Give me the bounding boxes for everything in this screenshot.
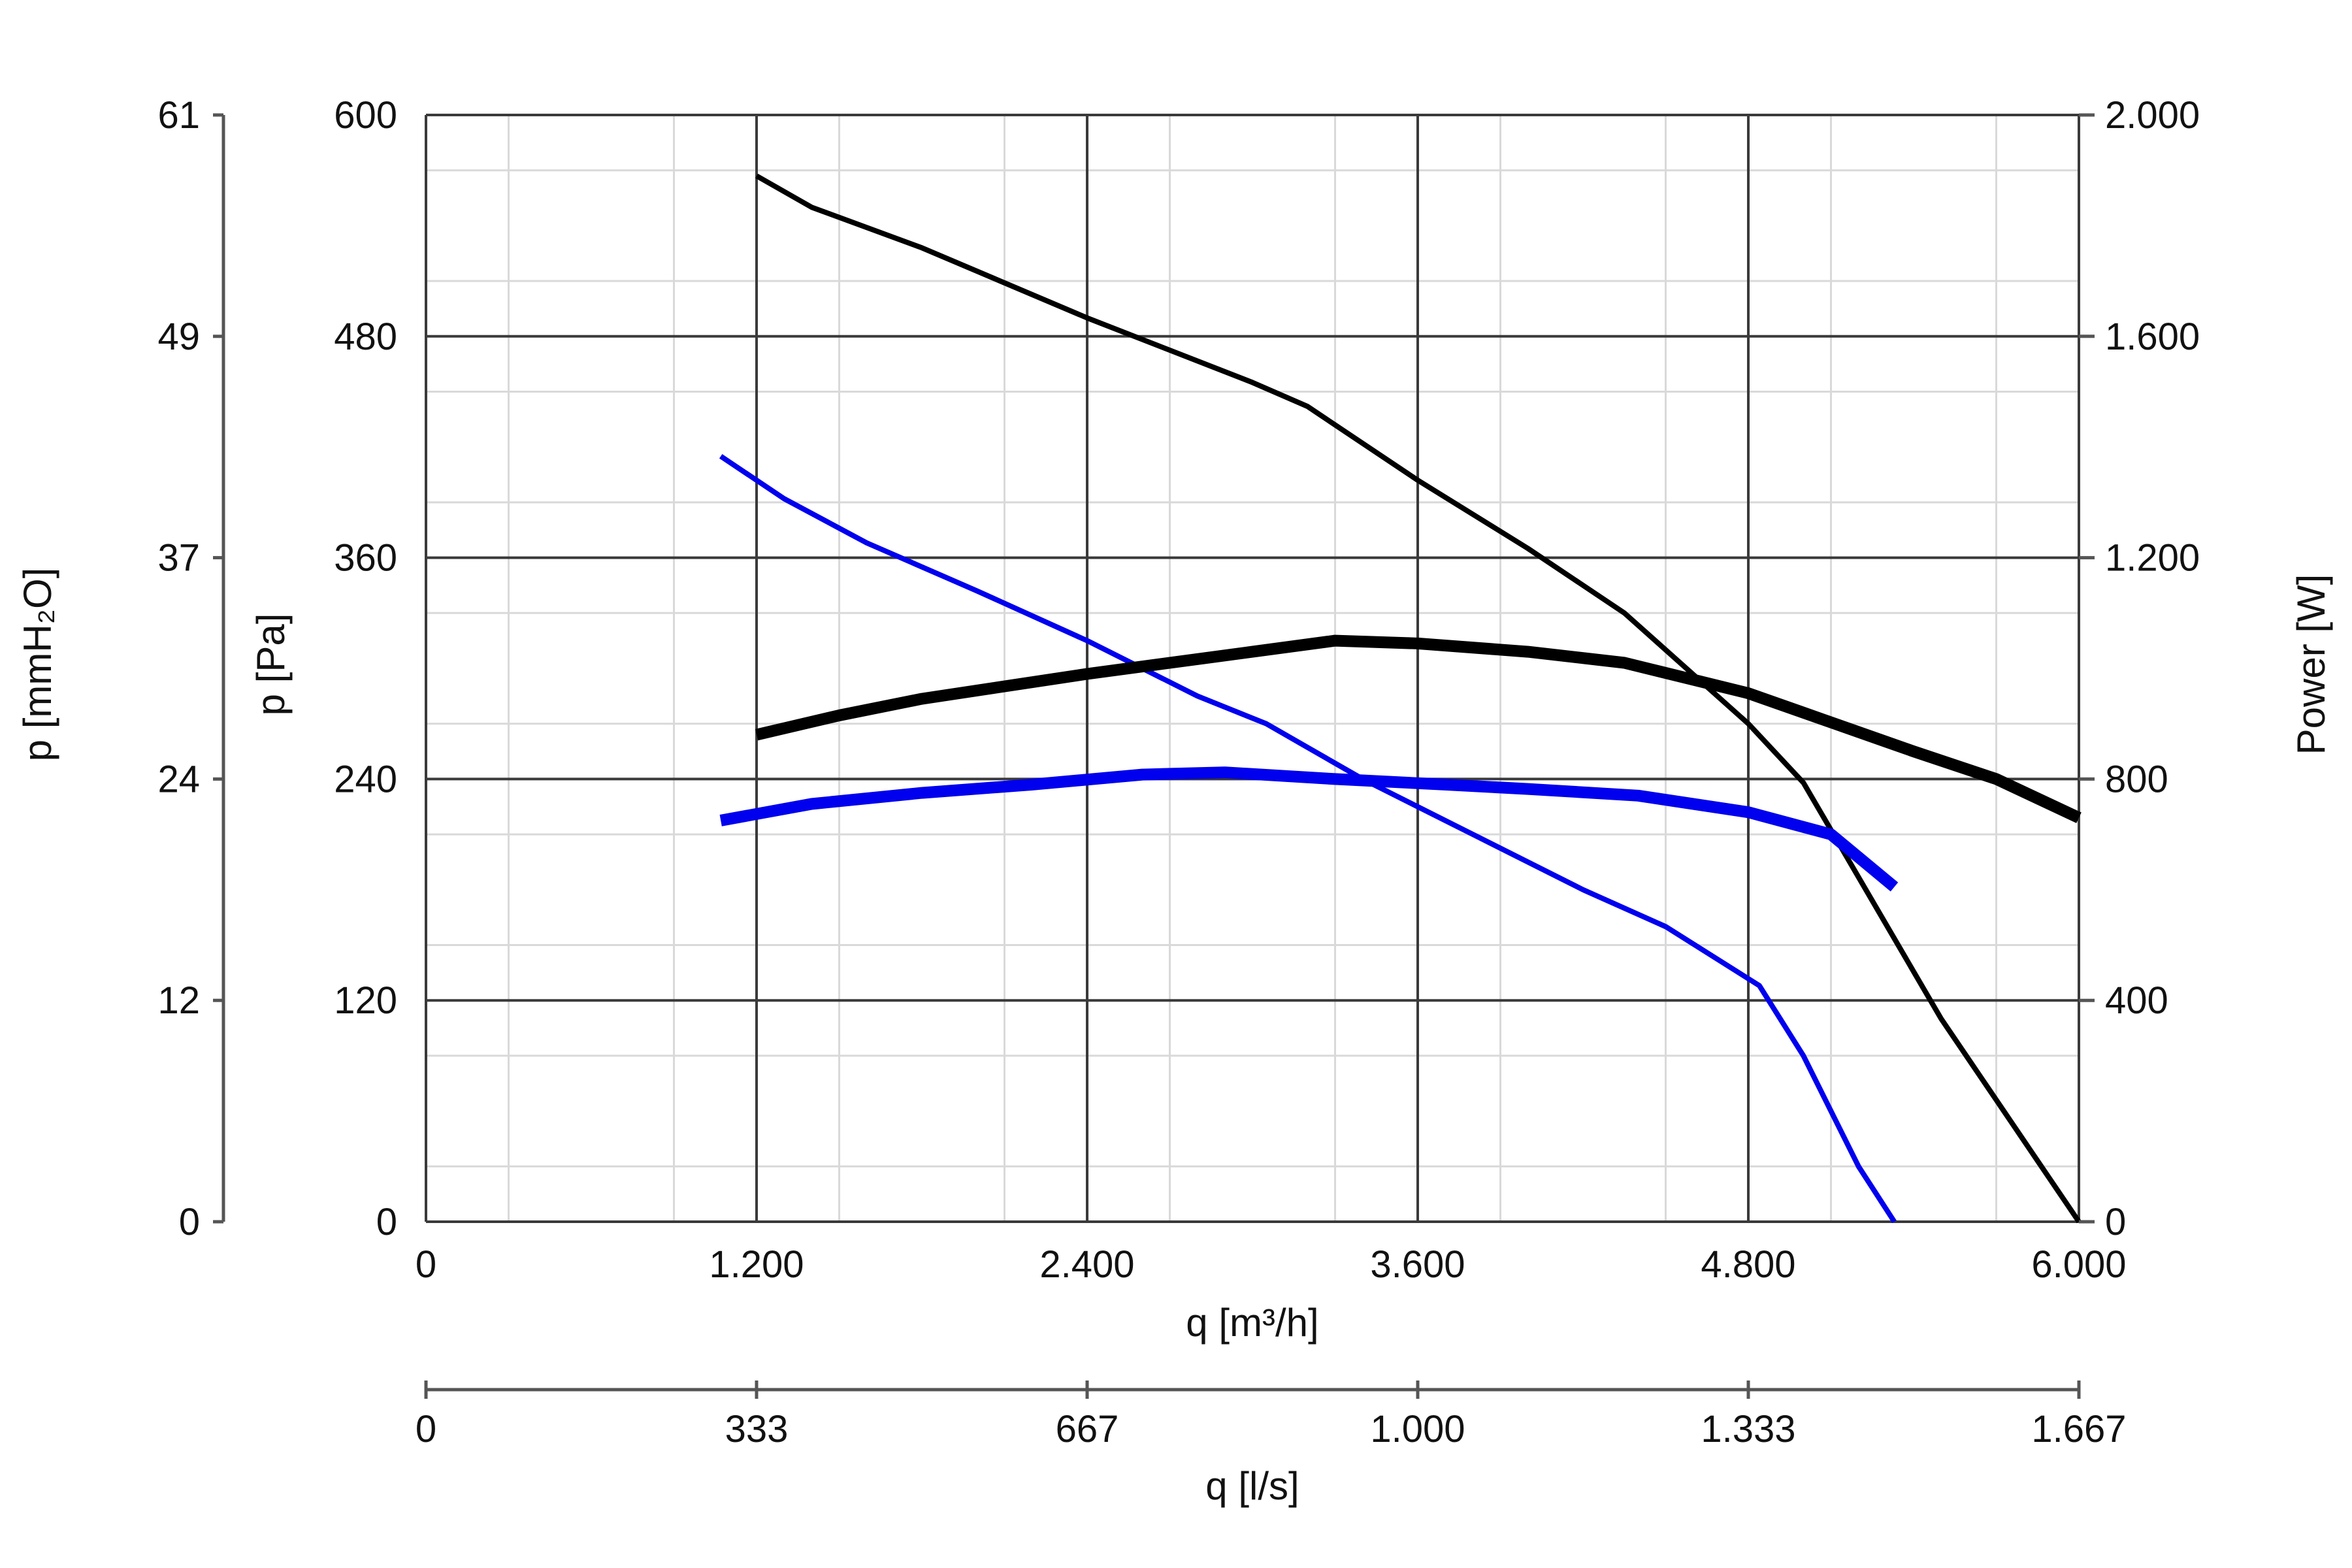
y-left2-tick-label: 49: [157, 316, 200, 358]
x2-tick-label: 0: [416, 1408, 436, 1450]
y-left2-tick-label: 0: [179, 1201, 200, 1243]
x2-tick-label: 1.667: [2031, 1408, 2126, 1450]
x2-tick-label: 1.000: [1370, 1408, 1465, 1450]
axes: [213, 113, 2095, 1399]
x-tick-label: 1.200: [709, 1243, 804, 1286]
curves: [719, 173, 2082, 1224]
y-left2-tick-label: 61: [157, 94, 200, 137]
y-axis-title: p [Pa]: [249, 613, 293, 716]
x2-axis-title: q [l/s]: [1205, 1464, 1299, 1508]
x-tick-label: 3.600: [1370, 1243, 1465, 1286]
power-curve-4: [719, 766, 1899, 892]
x-tick-label: 4.800: [1701, 1243, 1795, 1286]
y-tick-label: 600: [334, 94, 397, 137]
x-tick-label: 2.400: [1039, 1243, 1134, 1286]
power-curve-3: [755, 634, 2082, 823]
y-right-tick-label: 2.000: [2105, 94, 2200, 137]
y-right-tick-label: 400: [2105, 979, 2168, 1022]
x2-tick-label: 333: [725, 1408, 789, 1450]
y-left2-axis-title: p [mmH₂O]: [16, 568, 59, 762]
y-tick-label: 240: [334, 758, 397, 800]
pressure-curve-1: [755, 173, 2082, 1224]
y-left2-tick-label: 12: [157, 979, 200, 1022]
y-tick-label: 0: [376, 1201, 397, 1243]
x-tick-label: 6.000: [2031, 1243, 2126, 1286]
y-right-tick-label: 0: [2105, 1201, 2126, 1243]
y-right-tick-label: 800: [2105, 758, 2168, 800]
y-tick-label: 360: [334, 537, 397, 580]
y-right-axis-title: Power [W]: [2289, 574, 2333, 755]
plot-grid: [425, 114, 2080, 1223]
y-right-tick-label: 1.600: [2105, 316, 2200, 358]
pressure-curve-2: [719, 453, 1897, 1224]
x-tick-label: 0: [416, 1243, 436, 1286]
y-left2-tick-label: 24: [157, 758, 200, 800]
x2-tick-label: 1.333: [1701, 1408, 1795, 1450]
x2-tick-label: 667: [1056, 1408, 1119, 1450]
y-left2-tick-label: 37: [157, 537, 200, 580]
y-right-tick-label: 1.200: [2105, 537, 2200, 580]
x-axis-title: q [m³/h]: [1186, 1301, 1318, 1345]
y-tick-label: 120: [334, 979, 397, 1022]
y-tick-label: 480: [334, 316, 397, 358]
